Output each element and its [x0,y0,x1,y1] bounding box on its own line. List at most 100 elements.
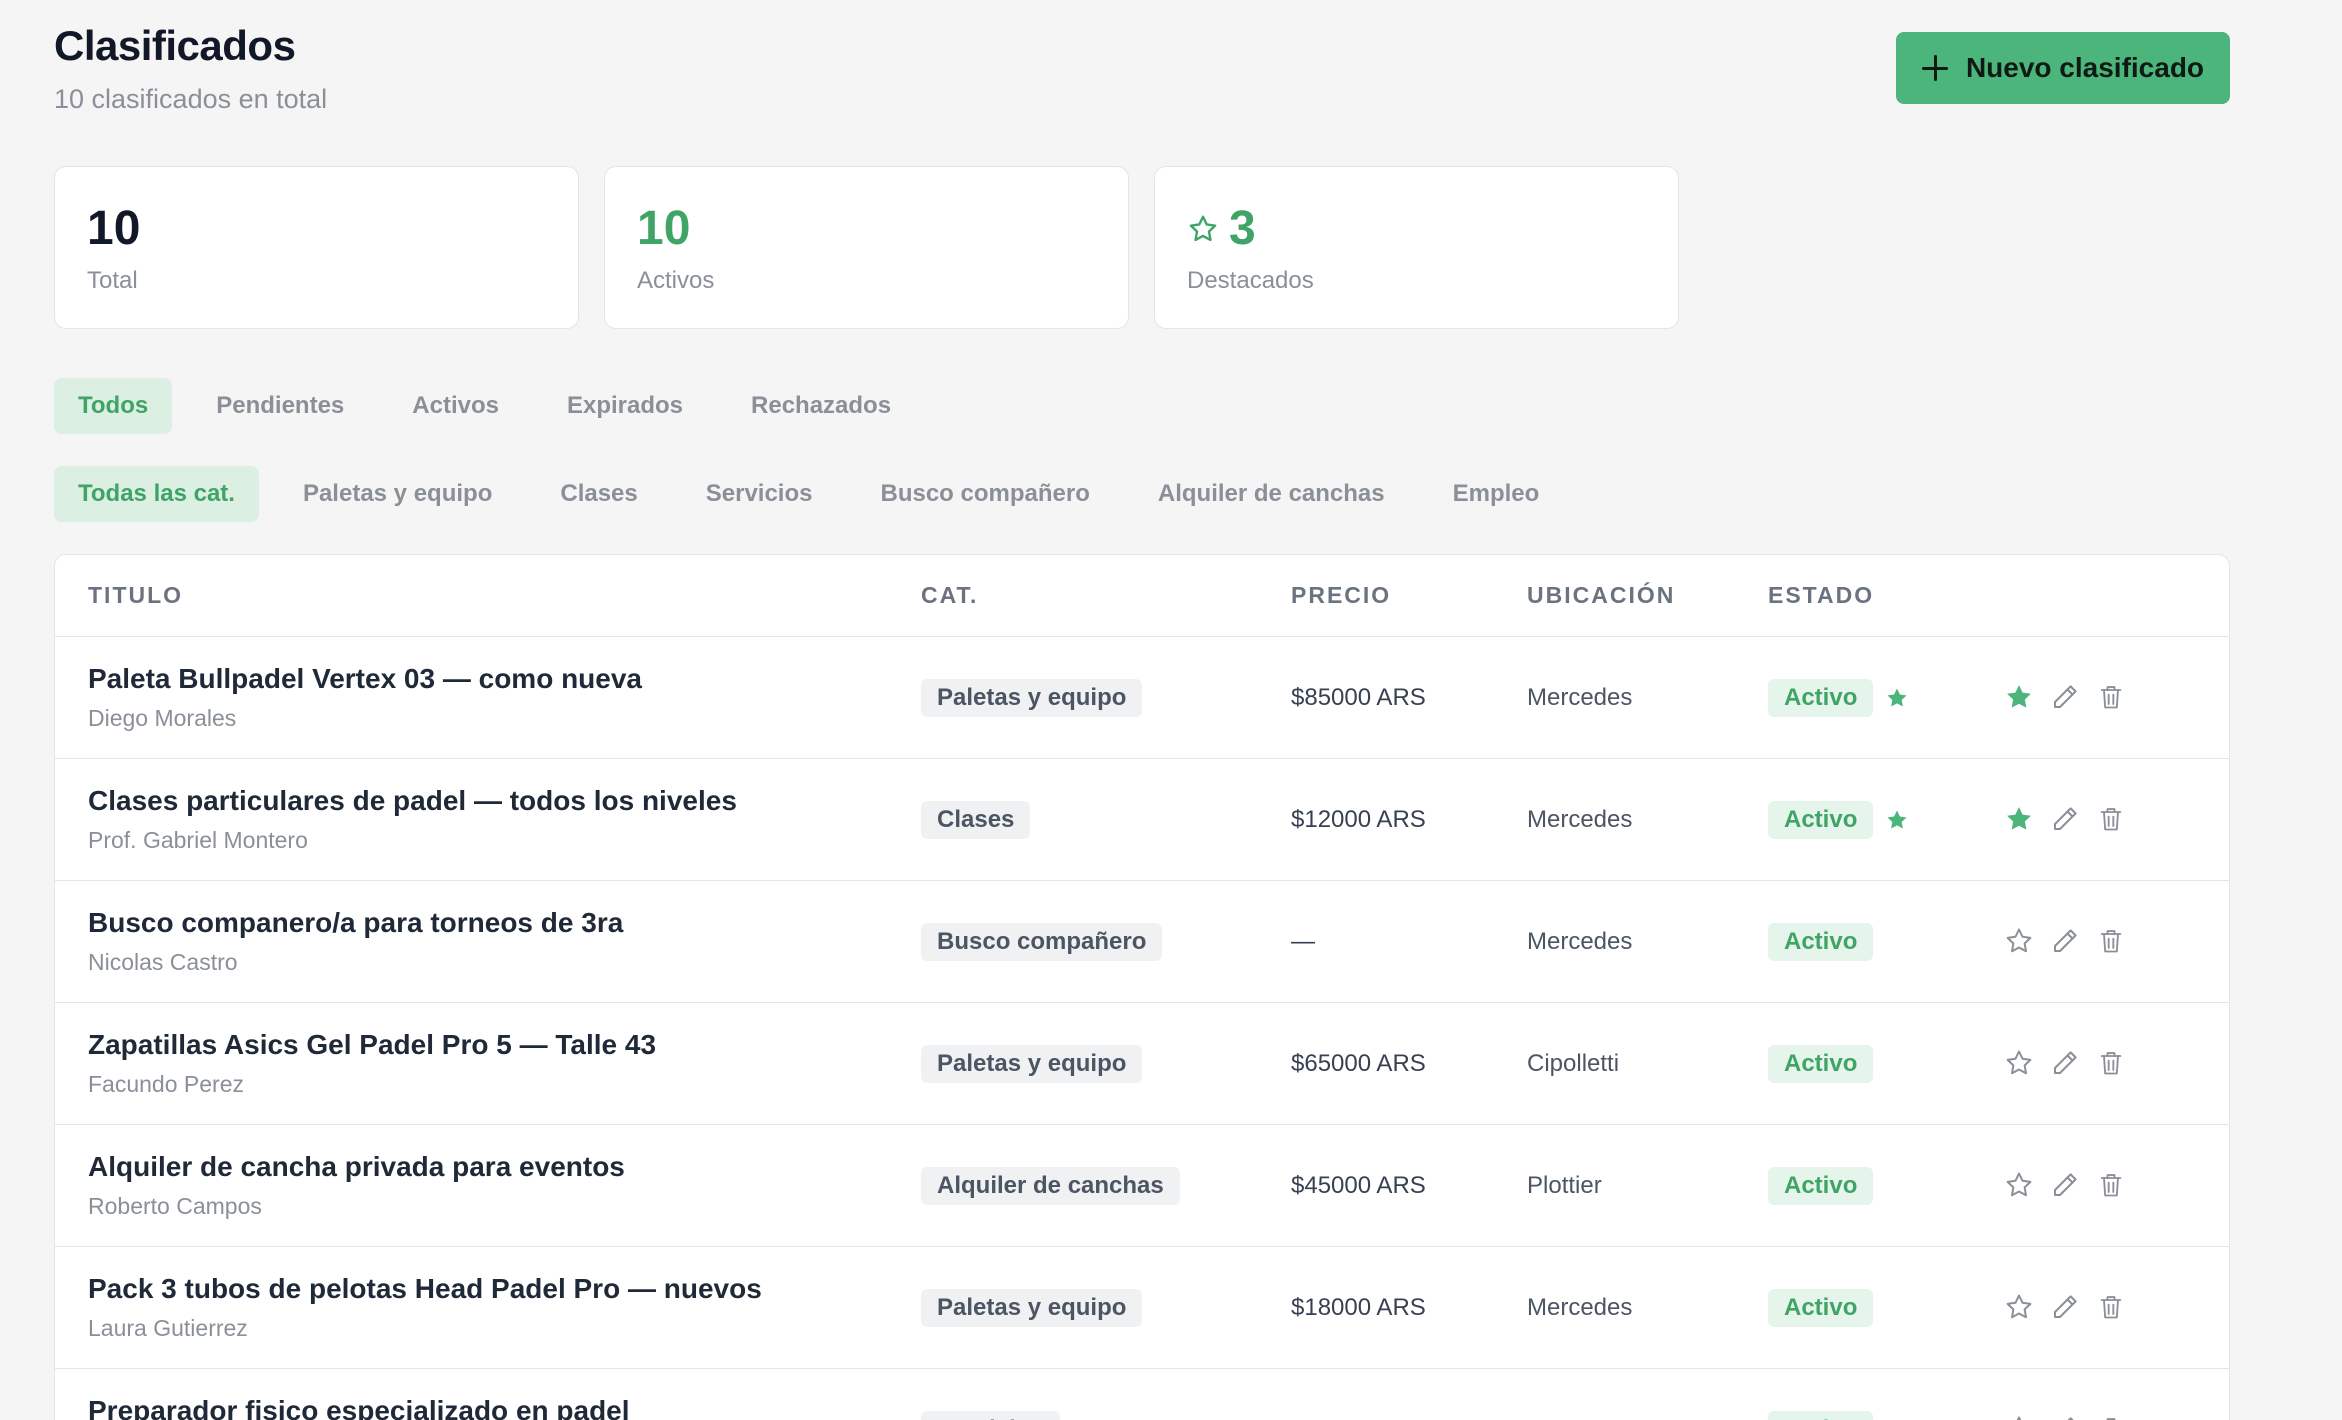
row-actions [2003,1167,2127,1203]
star-outline-icon[interactable] [2003,1167,2035,1203]
row-location: Mercedes [1527,806,1633,833]
trash-icon[interactable] [2095,1045,2127,1081]
row-status: Activo [1768,923,1874,961]
row-author: Facundo Perez [88,1071,244,1097]
status-badge: Activo [1768,1289,1874,1327]
tab-category-empleo[interactable]: Empleo [1452,480,1540,507]
tab-status-todos[interactable]: Todos [54,378,173,434]
column-header-status[interactable]: ESTADO [1768,582,1875,608]
table-row[interactable]: Pack 3 tubos de pelotas Head Padel Pro —… [55,1247,2229,1369]
stats-row: 10 Total 10 Activos 3 Destacados [54,166,1679,329]
stat-card-featured: 3 Destacados [1154,166,1679,329]
table-row[interactable]: Clases particulares de padel — todos los… [55,759,2229,881]
table-header: TITULO CAT. PRECIO UBICACIÓN ESTADO [55,555,2229,637]
status-badge: Activo [1768,923,1874,961]
stat-total-label: Total [87,267,138,294]
tab-category-clases[interactable]: Clases [560,480,638,507]
pencil-icon[interactable] [2049,1167,2081,1203]
pencil-icon[interactable] [2049,801,2081,837]
row-title[interactable]: Pack 3 tubos de pelotas Head Padel Pro —… [88,1273,762,1304]
stat-total-value: 10 [87,202,141,255]
tab-category-paletas-y-equipo[interactable]: Paletas y equipo [302,480,493,507]
star-filled-icon[interactable] [2003,679,2035,715]
table-body: Paleta Bullpadel Vertex 03 — como nueva D… [55,637,2229,1420]
row-title[interactable]: Preparador fisico especializado en padel [88,1395,630,1420]
row-price: $65000 ARS [1291,1050,1426,1077]
star-filled-icon[interactable] [2003,801,2035,837]
pencil-icon[interactable] [2049,1045,2081,1081]
row-price: $18000 ARS [1291,1294,1426,1321]
tab-status-pendientes[interactable]: Pendientes [216,392,345,419]
pencil-icon[interactable] [2049,1289,2081,1325]
trash-icon[interactable] [2095,679,2127,715]
row-author: Prof. Gabriel Montero [88,827,308,853]
new-classified-label: Nuevo clasificado [1965,52,2205,83]
status-filter-tabs: Todos Pendientes Activos Expirados Rechazado… [54,378,915,434]
tab-category-alquiler-de-canchas[interactable]: Alquiler de canchas [1157,480,1385,507]
row-status: Activo [1768,1167,1874,1205]
tab-status-rechazados[interactable]: Rechazados [751,392,892,419]
category-chip: Clases [921,801,1031,839]
row-title[interactable]: Busco companero/a para torneos de 3ra [88,907,624,938]
status-badge: Activo [1768,801,1874,839]
category-chip: Servicios [921,1411,1060,1420]
column-header-category[interactable]: CAT. [921,582,979,608]
pencil-icon[interactable] [2049,679,2081,715]
star-outline-icon[interactable] [2003,1045,2035,1081]
stat-active-label: Activos [637,267,715,294]
row-status: Activo [1768,1289,1874,1327]
star-outline-icon[interactable] [2003,1411,2035,1420]
row-status: Activo [1768,1411,1874,1420]
trash-icon[interactable] [2095,1167,2127,1203]
trash-icon[interactable] [2095,1289,2127,1325]
table-row[interactable]: Busco companero/a para torneos de 3ra Nic… [55,881,2229,1003]
row-title[interactable]: Alquiler de cancha privada para eventos [88,1151,625,1182]
row-price: $45000 ARS [1291,1172,1426,1199]
trash-icon[interactable] [2095,1411,2127,1420]
stat-active-value: 10 [637,202,691,255]
row-price: $12000 ARS [1291,806,1426,833]
category-chip: Paletas y equipo [921,679,1143,717]
stat-card-total: 10 Total [54,166,579,329]
star-outline-icon [1187,213,1219,245]
star-outline-icon[interactable] [2003,923,2035,959]
stat-featured-label: Destacados [1187,267,1314,294]
trash-icon[interactable] [2095,801,2127,837]
star-outline-icon[interactable] [2003,1289,2035,1325]
row-location: Mercedes [1527,928,1633,955]
category-chip: Alquiler de canchas [921,1167,1180,1205]
category-filter-tabs: Todas las cat. Paletas y equipo Clases Serv… [54,466,1563,522]
pencil-icon[interactable] [2049,923,2081,959]
row-status: Activo [1768,801,1909,839]
tab-category-busco-companero[interactable]: Busco compañero [880,480,1090,507]
column-header-location[interactable]: UBICACIÓN [1527,582,1676,608]
status-badge: Activo [1768,679,1874,717]
new-classified-button[interactable]: Nuevo clasificado [1896,32,2230,104]
featured-star-icon [1885,808,1909,832]
table-row[interactable]: Preparador fisico especializado en padel… [55,1369,2229,1420]
page-subtitle: 10 clasificados en total [54,84,328,114]
table-row[interactable]: Paleta Bullpadel Vertex 03 — como nueva D… [55,637,2229,759]
category-chip: Paletas y equipo [921,1289,1143,1327]
pencil-icon[interactable] [2049,1411,2081,1420]
row-title[interactable]: Paleta Bullpadel Vertex 03 — como nueva [88,663,642,694]
row-author: Laura Gutierrez [88,1315,248,1341]
row-title[interactable]: Zapatillas Asics Gel Padel Pro 5 — Talle… [88,1029,657,1060]
plus-icon [1921,55,1948,81]
row-actions [2003,679,2127,715]
tab-category-todas-las-cat[interactable]: Todas las cat. [54,466,259,522]
tab-status-activos[interactable]: Activos [412,392,499,419]
row-actions [2003,1289,2127,1325]
row-title[interactable]: Clases particulares de padel — todos los… [88,785,737,816]
trash-icon[interactable] [2095,923,2127,959]
tab-status-expirados[interactable]: Expirados [566,392,684,419]
column-header-price[interactable]: PRECIO [1291,582,1392,608]
table-row[interactable]: Alquiler de cancha privada para eventos R… [55,1125,2229,1247]
stat-featured-value: 3 [1229,202,1256,255]
classifieds-table: TITULO CAT. PRECIO UBICACIÓN ESTADO Pale… [54,554,2230,1420]
category-chip: Busco compañero [921,923,1163,961]
stat-featured: 3 [1187,205,1646,253]
column-header-title[interactable]: TITULO [88,582,184,608]
tab-category-servicios[interactable]: Servicios [705,480,813,507]
table-row[interactable]: Zapatillas Asics Gel Padel Pro 5 — Talle… [55,1003,2229,1125]
